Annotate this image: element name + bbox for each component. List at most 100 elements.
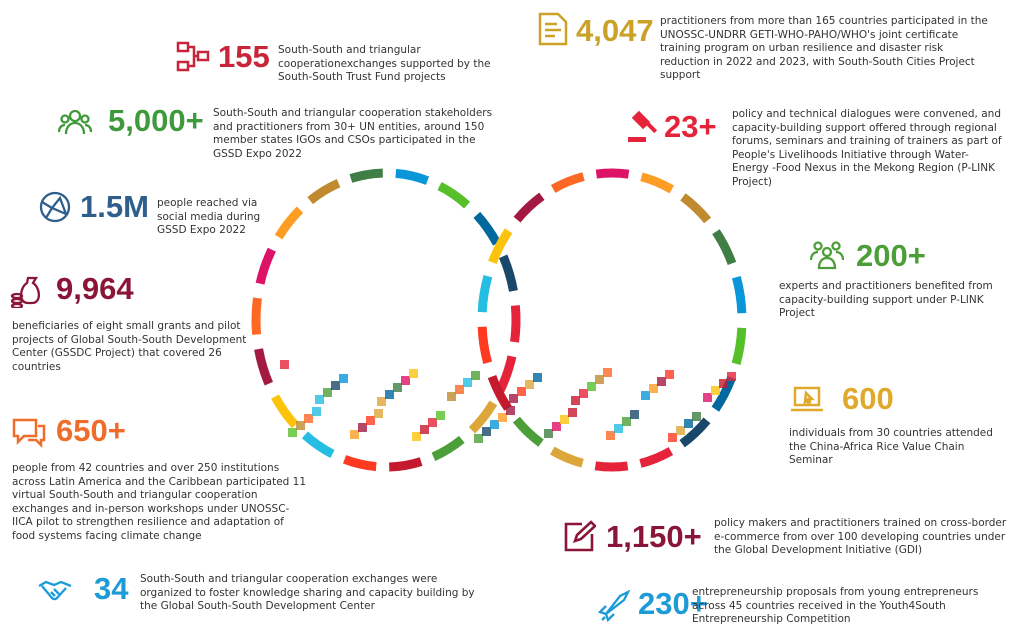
sdg-icon bbox=[331, 381, 340, 390]
ring-segment bbox=[271, 394, 299, 429]
sdg-icon bbox=[533, 373, 542, 382]
stat-text: South-South and triangular cooperation e… bbox=[140, 573, 475, 612]
sdg-icon bbox=[560, 415, 569, 424]
sdg-icon bbox=[490, 420, 499, 429]
ring-segment bbox=[431, 435, 465, 461]
sdg-icon bbox=[474, 434, 483, 443]
stat-text: policy and technical dialogues were conv… bbox=[732, 108, 1002, 188]
ring-segment bbox=[477, 326, 492, 364]
sdg-icon bbox=[409, 369, 418, 378]
ring-segment bbox=[595, 168, 630, 179]
stat-figure: 34 bbox=[94, 571, 129, 606]
icon-people bbox=[58, 109, 92, 135]
sdg-icon bbox=[525, 380, 534, 389]
stat-figure: 650+ bbox=[56, 413, 126, 448]
stat-figure: 23+ bbox=[664, 109, 717, 144]
ring-segment bbox=[732, 276, 747, 314]
sdg-icon bbox=[614, 424, 623, 433]
sdg-icon bbox=[377, 397, 386, 406]
sdg-icon bbox=[692, 412, 701, 421]
stat-text: beneficiaries of eight small grants and … bbox=[12, 320, 247, 373]
ring-segment bbox=[496, 355, 517, 393]
sdg-icon bbox=[374, 409, 383, 418]
ring-segment bbox=[550, 172, 585, 193]
stat-text: South-South and triangular cooperation s… bbox=[213, 107, 493, 160]
icon-laptop bbox=[791, 386, 823, 412]
sdg-icon bbox=[544, 429, 553, 438]
stat-figure: 1.5M bbox=[80, 189, 149, 224]
stat-text: individuals from 30 countries attended t… bbox=[789, 427, 993, 466]
ring-segment bbox=[388, 457, 423, 472]
sdg-icon bbox=[719, 379, 728, 388]
stat-figure: 600 bbox=[842, 381, 894, 416]
stat-figure: 230+ bbox=[638, 586, 708, 621]
sdg-icon bbox=[727, 372, 736, 381]
sdg-icon bbox=[498, 413, 507, 422]
ring-segment bbox=[510, 305, 521, 343]
sdg-icon bbox=[622, 417, 631, 426]
sdg-icon bbox=[657, 377, 666, 386]
sdg-icon bbox=[641, 391, 650, 400]
sdg-icon bbox=[711, 386, 720, 395]
icon-chat bbox=[12, 418, 46, 449]
icon-globe bbox=[39, 191, 71, 223]
sdg-icon bbox=[447, 392, 456, 401]
sdg-icon bbox=[587, 382, 596, 391]
sdg-icon bbox=[571, 396, 580, 405]
sdg-icon bbox=[603, 368, 612, 377]
sdg-icon bbox=[606, 431, 615, 440]
sdg-icon bbox=[517, 387, 526, 396]
stat-figure: 9,964 bbox=[56, 271, 134, 306]
sdg-icon bbox=[506, 406, 515, 415]
sdg-icon bbox=[401, 376, 410, 385]
stat-text: South-South and triangular cooperationex… bbox=[278, 44, 491, 83]
sdg-icon bbox=[428, 418, 437, 427]
sdg-icon bbox=[339, 374, 348, 383]
sdg-icon bbox=[288, 428, 297, 437]
ring-segment bbox=[679, 417, 711, 448]
ring-segment bbox=[594, 461, 629, 472]
sdg-icon bbox=[280, 360, 289, 369]
sdg-icon bbox=[665, 370, 674, 379]
stat-text: policy makers and practitioners trained … bbox=[714, 517, 1007, 556]
sdg-icon bbox=[684, 419, 693, 428]
stat-text: people from 42 countries and over 250 in… bbox=[12, 462, 307, 542]
sdg-icon bbox=[630, 410, 639, 419]
sdg-icon bbox=[463, 378, 472, 387]
sdg-icon bbox=[703, 393, 712, 402]
ring-segment bbox=[437, 182, 471, 209]
ring-segment bbox=[550, 446, 584, 468]
ring-segment bbox=[307, 179, 341, 205]
icon-document bbox=[538, 12, 568, 46]
ring-segment bbox=[513, 192, 545, 223]
ring-segment bbox=[349, 168, 384, 183]
sdg-icon bbox=[676, 426, 685, 435]
ring-segment bbox=[251, 297, 262, 335]
ring-segment bbox=[680, 193, 712, 224]
stat-text: people reached via social media during G… bbox=[157, 197, 261, 236]
sdg-icon bbox=[358, 423, 367, 432]
ring-segment bbox=[498, 254, 518, 292]
icon-network bbox=[176, 41, 210, 72]
ring-segment bbox=[712, 229, 737, 266]
ring-segment bbox=[512, 416, 544, 447]
sdg-icon bbox=[568, 408, 577, 417]
sdg-icon bbox=[315, 395, 324, 404]
sdg-icon bbox=[420, 425, 429, 434]
ring-segment bbox=[254, 348, 274, 386]
ring-segment bbox=[395, 168, 430, 185]
stat-figure: 1,150+ bbox=[606, 519, 702, 554]
sdg-icon bbox=[668, 433, 677, 442]
stat-figure: 5,000+ bbox=[108, 103, 204, 138]
icon-gavel bbox=[628, 110, 658, 142]
sdg-icon bbox=[312, 407, 321, 416]
ring-segment bbox=[342, 455, 377, 472]
sdg-icon bbox=[412, 432, 421, 441]
stat-figure: 155 bbox=[218, 39, 270, 74]
stat-figure: 200+ bbox=[856, 238, 926, 273]
sdg-icon bbox=[350, 430, 359, 439]
stat-figure: 4,047 bbox=[576, 13, 654, 48]
sdg-icon bbox=[366, 416, 375, 425]
